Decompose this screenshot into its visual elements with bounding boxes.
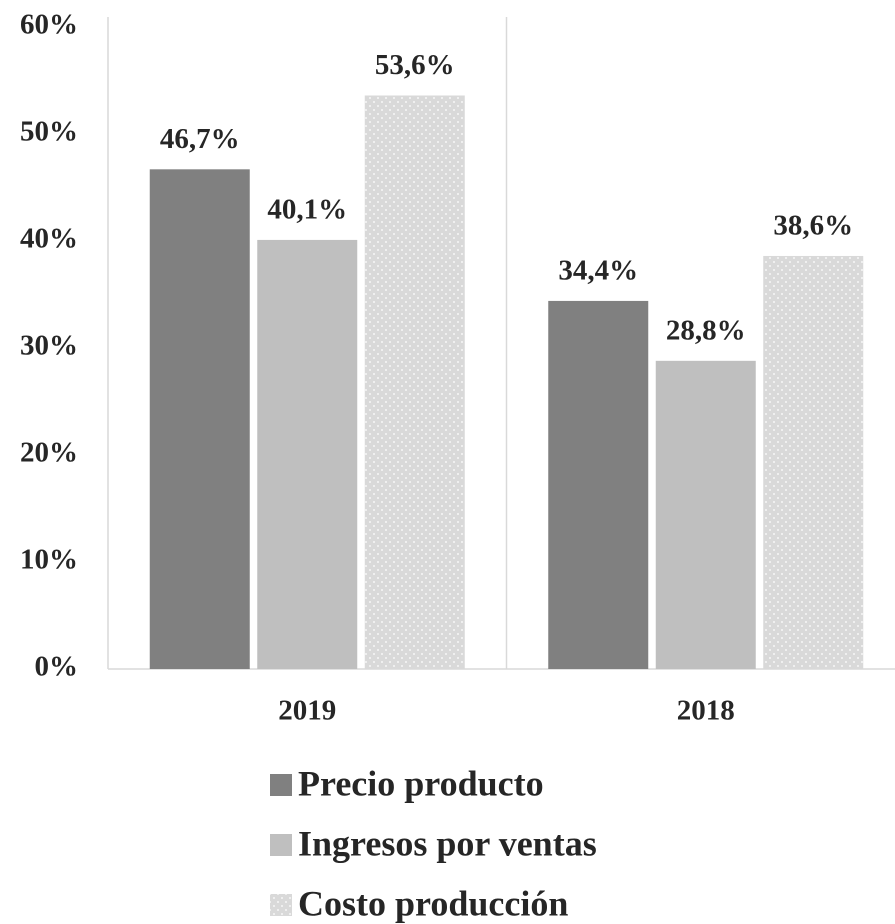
y-tick-label: 20% — [20, 437, 78, 469]
y-tick-label: 10% — [20, 544, 78, 576]
value-label: 53,6% — [375, 49, 455, 81]
x-tick-label: 2018 — [677, 695, 735, 727]
legend-label: Costo producción — [298, 883, 568, 923]
value-label: 34,4% — [558, 255, 638, 287]
bar — [149, 169, 250, 669]
value-label: 28,8% — [666, 314, 746, 346]
y-tick-label: 0% — [35, 651, 79, 683]
legend-swatch — [270, 774, 292, 796]
value-label: 38,6% — [773, 210, 853, 242]
legend-swatch — [270, 834, 292, 856]
y-tick-label: 60% — [20, 9, 78, 41]
legend-label: Ingresos por ventas — [298, 823, 597, 863]
legend-label: Precio producto — [298, 763, 544, 803]
bar — [364, 95, 465, 670]
y-tick-label: 30% — [20, 330, 78, 362]
bar — [548, 300, 649, 669]
x-tick-label: 2019 — [278, 695, 336, 727]
bar — [257, 239, 358, 669]
value-label: 46,7% — [160, 123, 240, 155]
bar — [763, 255, 864, 670]
legend-swatch — [270, 894, 292, 916]
y-tick-label: 40% — [20, 223, 78, 255]
bar — [655, 360, 756, 669]
y-tick-label: 50% — [20, 116, 78, 148]
value-label: 40,1% — [267, 194, 347, 226]
